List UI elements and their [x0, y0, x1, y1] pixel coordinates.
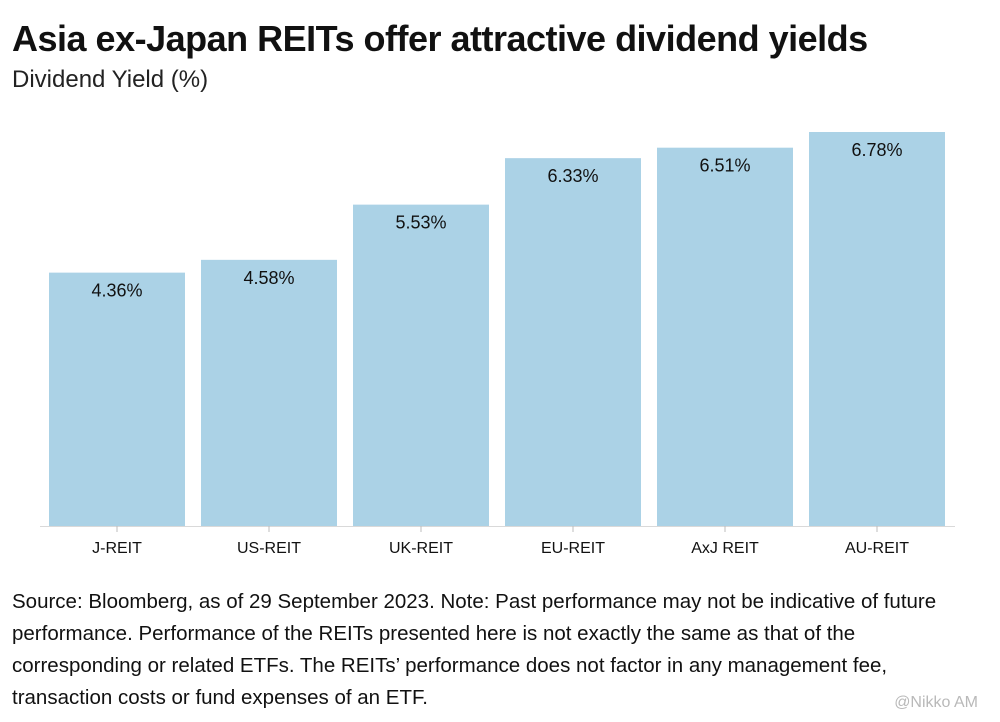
data-label: 5.53%	[395, 213, 446, 233]
bar-au-reit	[809, 132, 945, 526]
x-tick-label: AxJ REIT	[691, 540, 759, 557]
bar-uk-reit	[353, 204, 489, 526]
bar-us-reit	[201, 259, 337, 526]
x-tick-label: UK-REIT	[389, 540, 453, 557]
bar-axj-reit	[657, 147, 793, 527]
x-tick-label: US-REIT	[237, 540, 301, 557]
x-tick-label: AU-REIT	[845, 540, 909, 557]
x-tick-label: EU-REIT	[541, 540, 605, 557]
bar-j-reit	[49, 272, 185, 526]
data-label: 4.36%	[91, 281, 142, 301]
data-label: 6.51%	[699, 156, 750, 176]
watermark: @Nikko AM	[894, 694, 978, 711]
bar-eu-reit	[505, 158, 641, 526]
data-label: 4.58%	[243, 268, 294, 288]
source-footnote: Source: Bloomberg, as of 29 September 20…	[12, 590, 937, 709]
chart-subtitle: Dividend Yield (%)	[12, 66, 209, 93]
data-label: 6.78%	[851, 140, 902, 160]
data-label: 6.33%	[547, 166, 598, 186]
chart-title: Asia ex-Japan REITs offer attractive div…	[12, 18, 868, 59]
x-tick-label: J-REIT	[92, 540, 142, 557]
bar-chart: 4.36% J-REIT 4.58% US-REIT 5.53% UK-REIT 6.33%…	[40, 132, 955, 557]
